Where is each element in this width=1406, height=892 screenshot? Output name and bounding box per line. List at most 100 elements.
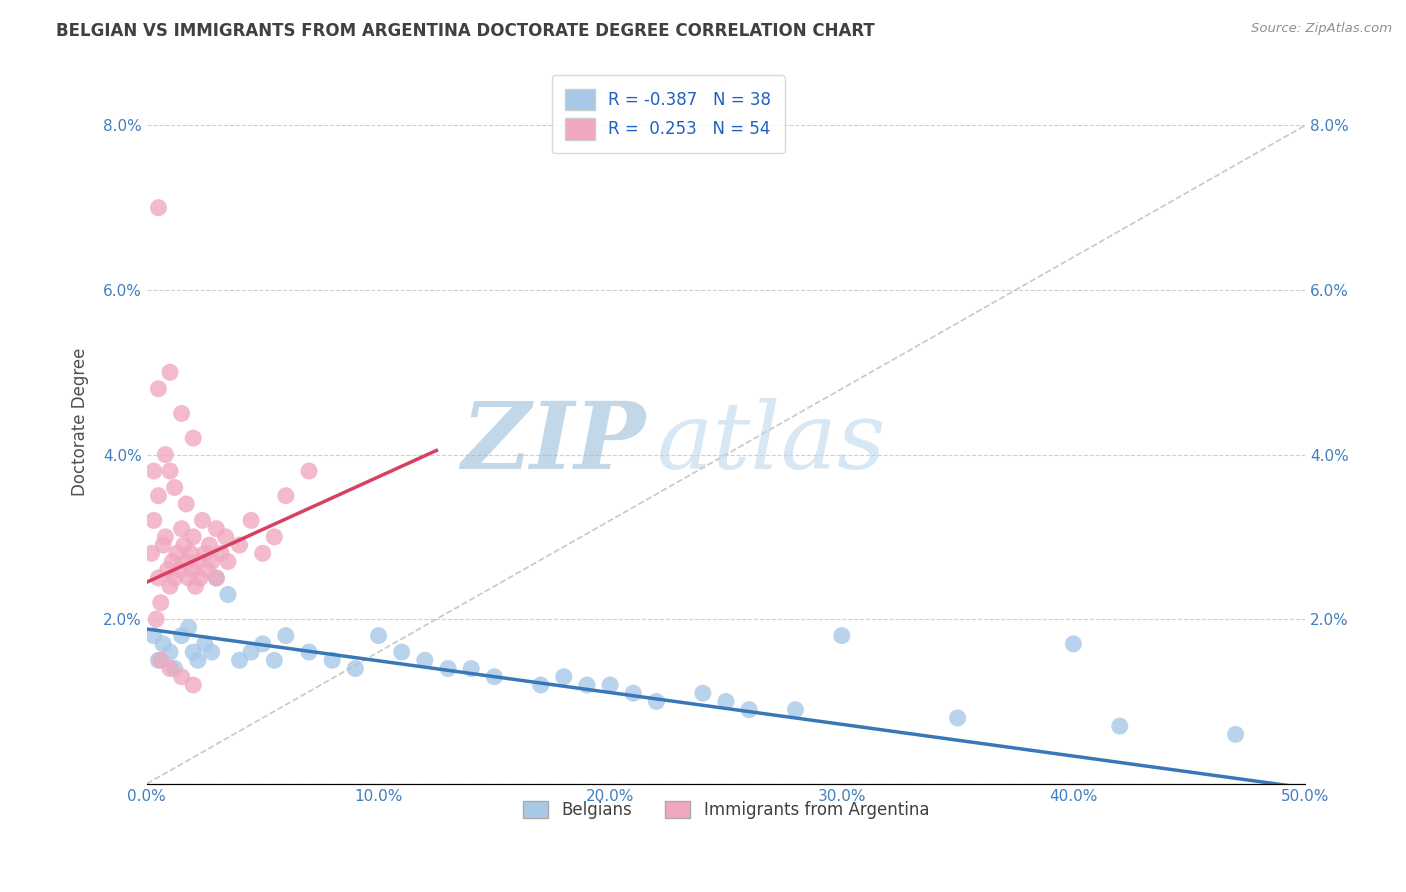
- Point: [174, 555, 197, 569]
- Point: [321, 653, 343, 667]
- Point: [181, 645, 204, 659]
- Point: [170, 406, 193, 420]
- Point: [484, 670, 506, 684]
- Point: [149, 596, 172, 610]
- Point: [217, 555, 239, 569]
- Point: [209, 546, 232, 560]
- Point: [198, 538, 221, 552]
- Point: [148, 653, 170, 667]
- Point: [437, 661, 460, 675]
- Point: [1062, 637, 1084, 651]
- Point: [205, 571, 228, 585]
- Point: [738, 703, 761, 717]
- Point: [831, 629, 853, 643]
- Point: [205, 522, 228, 536]
- Point: [201, 555, 224, 569]
- Point: [181, 530, 204, 544]
- Point: [166, 546, 188, 560]
- Point: [162, 555, 184, 569]
- Legend: Belgians, Immigrants from Argentina: Belgians, Immigrants from Argentina: [516, 795, 936, 826]
- Point: [155, 448, 177, 462]
- Point: [391, 645, 413, 659]
- Point: [142, 629, 165, 643]
- Point: [274, 629, 297, 643]
- Point: [180, 546, 202, 560]
- Point: [191, 513, 214, 527]
- Point: [177, 620, 200, 634]
- Point: [214, 530, 236, 544]
- Point: [217, 587, 239, 601]
- Point: [159, 645, 181, 659]
- Point: [298, 464, 321, 478]
- Point: [142, 464, 165, 478]
- Point: [174, 497, 197, 511]
- Point: [177, 571, 200, 585]
- Point: [181, 431, 204, 445]
- Point: [181, 678, 204, 692]
- Point: [181, 563, 204, 577]
- Point: [692, 686, 714, 700]
- Point: [645, 694, 668, 708]
- Y-axis label: Doctorate Degree: Doctorate Degree: [72, 348, 89, 496]
- Point: [159, 661, 181, 675]
- Point: [159, 365, 181, 379]
- Point: [240, 645, 263, 659]
- Point: [195, 563, 218, 577]
- Point: [159, 464, 181, 478]
- Text: BELGIAN VS IMMIGRANTS FROM ARGENTINA DOCTORATE DEGREE CORRELATION CHART: BELGIAN VS IMMIGRANTS FROM ARGENTINA DOC…: [56, 22, 875, 40]
- Point: [188, 571, 211, 585]
- Point: [714, 694, 737, 708]
- Text: atlas: atlas: [657, 399, 886, 489]
- Point: [344, 661, 367, 675]
- Point: [553, 670, 575, 684]
- Point: [170, 522, 193, 536]
- Point: [149, 653, 172, 667]
- Point: [1108, 719, 1130, 733]
- Point: [169, 563, 191, 577]
- Point: [148, 201, 170, 215]
- Point: [201, 645, 224, 659]
- Point: [170, 629, 193, 643]
- Point: [163, 481, 186, 495]
- Text: Source: ZipAtlas.com: Source: ZipAtlas.com: [1251, 22, 1392, 36]
- Point: [187, 653, 209, 667]
- Point: [274, 489, 297, 503]
- Point: [599, 678, 621, 692]
- Point: [141, 546, 163, 560]
- Point: [163, 661, 186, 675]
- Point: [460, 661, 482, 675]
- Point: [298, 645, 321, 659]
- Point: [142, 513, 165, 527]
- Point: [575, 678, 598, 692]
- Point: [156, 563, 179, 577]
- Point: [155, 530, 177, 544]
- Point: [621, 686, 644, 700]
- Point: [263, 530, 285, 544]
- Point: [263, 653, 285, 667]
- Point: [240, 513, 263, 527]
- Point: [163, 571, 186, 585]
- Point: [187, 555, 209, 569]
- Point: [252, 637, 274, 651]
- Point: [170, 670, 193, 684]
- Point: [228, 653, 250, 667]
- Text: ZIP: ZIP: [461, 399, 645, 489]
- Point: [184, 579, 207, 593]
- Point: [252, 546, 274, 560]
- Point: [785, 703, 807, 717]
- Point: [194, 546, 217, 560]
- Point: [152, 637, 174, 651]
- Point: [145, 612, 167, 626]
- Point: [148, 571, 170, 585]
- Point: [148, 382, 170, 396]
- Point: [946, 711, 969, 725]
- Point: [205, 571, 228, 585]
- Point: [530, 678, 553, 692]
- Point: [159, 579, 181, 593]
- Point: [152, 538, 174, 552]
- Point: [173, 538, 195, 552]
- Point: [194, 637, 217, 651]
- Point: [148, 489, 170, 503]
- Point: [413, 653, 436, 667]
- Point: [228, 538, 250, 552]
